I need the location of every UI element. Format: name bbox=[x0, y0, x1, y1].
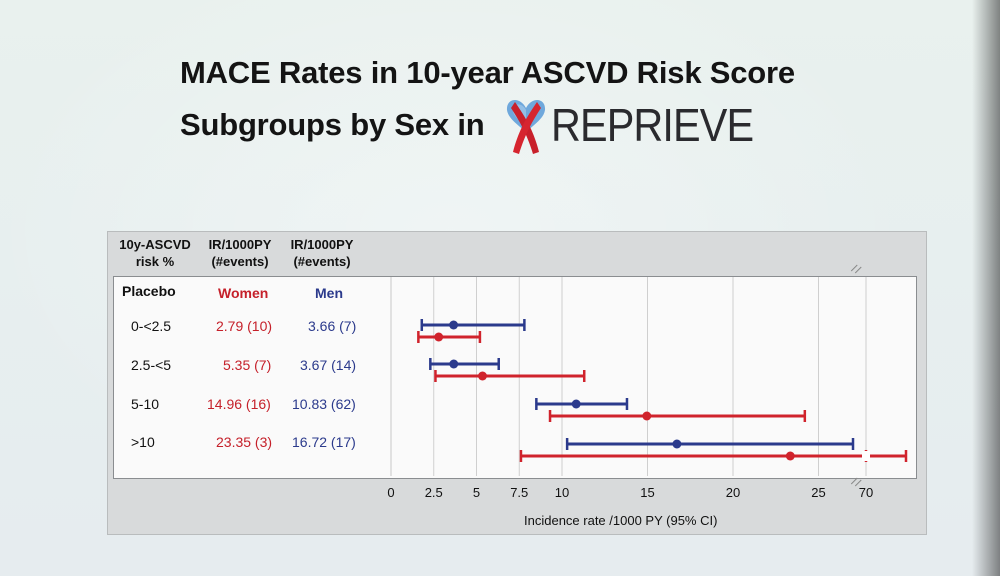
row-women-value: 14.96 (16) bbox=[207, 396, 271, 412]
row-men-value: 3.67 (14) bbox=[300, 357, 357, 373]
row-women-value: 2.79 (10) bbox=[216, 318, 273, 334]
row-men-value: 3.66 (7) bbox=[308, 318, 357, 334]
x-tick-label: 70 bbox=[859, 485, 873, 500]
x-tick-label: 10 bbox=[555, 485, 569, 500]
title-line-2: Subgroups by Sex in REPRIEVE bbox=[180, 94, 795, 156]
row-risk-label: 0-<2.5 bbox=[131, 318, 172, 334]
x-tick-label: 2.5 bbox=[425, 485, 443, 500]
men-label: Men bbox=[315, 285, 343, 301]
x-tick-label: 0 bbox=[387, 485, 394, 500]
women-label: Women bbox=[218, 285, 269, 301]
men-point-estimate bbox=[449, 320, 459, 330]
axis-break-gap bbox=[862, 451, 870, 461]
axis-break-mark bbox=[850, 264, 862, 274]
x-axis-label: Incidence rate /1000 PY (95% CI) bbox=[524, 513, 718, 528]
title-line-2-text: Subgroups by Sex in bbox=[180, 107, 485, 142]
header-risk: 10y-ASCVD risk % bbox=[119, 237, 191, 269]
women-point-estimate bbox=[785, 451, 795, 461]
x-tick-label: 25 bbox=[811, 485, 825, 500]
header-women-ir: IR/1000PY (#events) bbox=[208, 237, 272, 269]
slide-title: MACE Rates in 10-year ASCVD Risk Score S… bbox=[180, 52, 795, 156]
row-women-value: 5.35 (7) bbox=[223, 357, 272, 373]
x-tick-label: 5 bbox=[473, 485, 480, 500]
women-point-estimate bbox=[642, 411, 652, 421]
reprieve-logo: REPRIEVE bbox=[503, 94, 776, 156]
men-point-estimate bbox=[571, 399, 581, 409]
axis-break-mark bbox=[850, 477, 862, 487]
row-risk-label: 2.5-<5 bbox=[131, 357, 172, 373]
x-tick-label: 20 bbox=[726, 485, 740, 500]
title-line-1: MACE Rates in 10-year ASCVD Risk Score bbox=[180, 55, 795, 90]
women-point-estimate bbox=[477, 371, 487, 381]
x-tick-label: 15 bbox=[640, 485, 654, 500]
header-men-ir: IR/1000PY (#events) bbox=[290, 237, 354, 269]
row-men-value: 10.83 (62) bbox=[292, 396, 356, 412]
ribbon-heart-icon bbox=[506, 99, 545, 154]
logo-wordmark: REPRIEVE bbox=[550, 99, 754, 151]
men-point-estimate bbox=[672, 439, 682, 449]
women-point-estimate bbox=[434, 332, 444, 342]
men-point-estimate bbox=[449, 359, 459, 369]
row-women-value: 23.35 (3) bbox=[216, 434, 273, 450]
group-label: Placebo bbox=[122, 283, 176, 299]
x-tick-label: 7.5 bbox=[510, 485, 528, 500]
row-risk-label: >10 bbox=[131, 434, 155, 450]
screen-edge bbox=[972, 0, 1000, 576]
row-men-value: 16.72 (17) bbox=[292, 434, 356, 450]
row-risk-label: 5-10 bbox=[131, 396, 160, 412]
